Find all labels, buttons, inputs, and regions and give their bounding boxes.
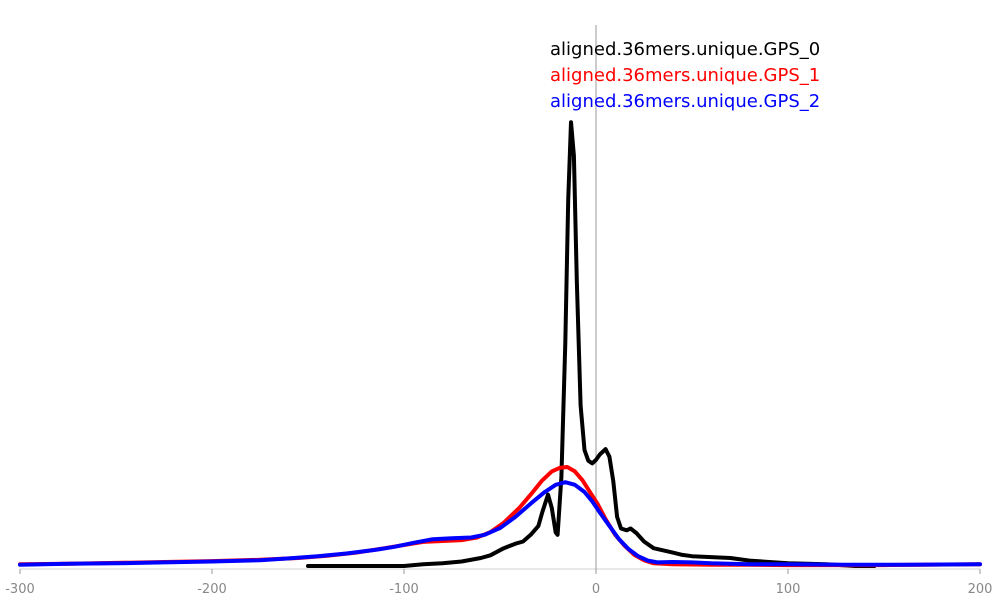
legend-label-1: aligned.36mers.unique.GPS_1 (550, 65, 820, 86)
series-lines (18, 120, 982, 568)
legend-label-2: aligned.36mers.unique.GPS_2 (550, 91, 820, 112)
series-line-2 (18, 480, 982, 567)
x-tick-label: 0 (592, 582, 600, 597)
series-line-0 (306, 120, 877, 568)
x-tick-label: 100 (776, 582, 801, 597)
axes: -300 -200 -100 0 100 200 (5, 25, 992, 597)
x-tick-label: 200 (968, 582, 993, 597)
x-tick-label: -300 (5, 582, 35, 597)
legend-label-0: aligned.36mers.unique.GPS_0 (550, 39, 820, 60)
x-tick-label: -200 (197, 582, 227, 597)
legend: aligned.36mers.unique.GPS_0 aligned.36mer… (550, 39, 820, 112)
x-tick-label: -100 (389, 582, 419, 597)
